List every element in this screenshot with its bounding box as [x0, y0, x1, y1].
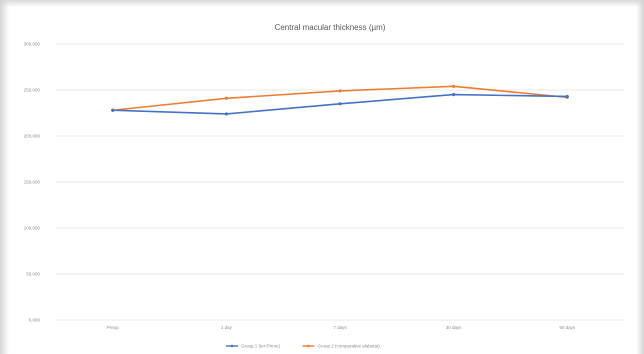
y-tick-label-6: 300,000: [24, 42, 41, 47]
y-tick-label-4: 200,000: [24, 134, 41, 139]
series-2-point-3: [452, 84, 456, 88]
x-tick-label-2: 7 days: [333, 325, 347, 330]
x-tick-label-4: 90 days: [559, 325, 576, 330]
legend-label-1: Group 1 (ter-Prime): [241, 344, 281, 349]
x-axis-ticks: Preop 1 day 7 days 30 days 90 days: [107, 325, 576, 330]
y-tick-label-0: 0,000: [29, 318, 41, 323]
series-2-point-2: [338, 89, 342, 93]
legend-marker-2: [307, 344, 310, 348]
gridlines: [56, 43, 624, 321]
y-tick-label-3: 150,000: [24, 180, 41, 185]
legend-marker-1: [230, 344, 234, 348]
series-1-point-2: [338, 102, 342, 106]
frame-shadow-top: [0, 0, 644, 7]
x-tick-label-3: 30 days: [446, 325, 463, 330]
series-1-point-4: [565, 94, 569, 99]
y-tick-label-5: 250,000: [24, 88, 41, 93]
frame-shadow-left: [0, 0, 9, 354]
x-tick-label-1: 1 day: [221, 325, 233, 330]
series-1-point-1: [224, 112, 228, 116]
legend-label-2: Group 2 (comparative alabetat): [318, 344, 381, 349]
series-lines: [111, 84, 569, 116]
y-tick-label-2: 100,000: [24, 226, 41, 231]
series-1-point-3: [452, 93, 456, 97]
series-1-point-0: [111, 108, 115, 112]
y-axis-ticks: 0,000 50,000 100,000 150,000 200,000 250,000 3…: [24, 42, 41, 323]
frame-shadow-right: [636, 0, 644, 354]
y-tick-label-1: 50,000: [26, 272, 40, 277]
x-tick-label-0: Preop: [107, 325, 120, 330]
legend: Group 1 (ter-Prime) Group 2 (comparative …: [226, 344, 380, 349]
series-2-point-1: [224, 96, 228, 100]
chart-title: Central macular thickness (µm): [275, 23, 386, 32]
